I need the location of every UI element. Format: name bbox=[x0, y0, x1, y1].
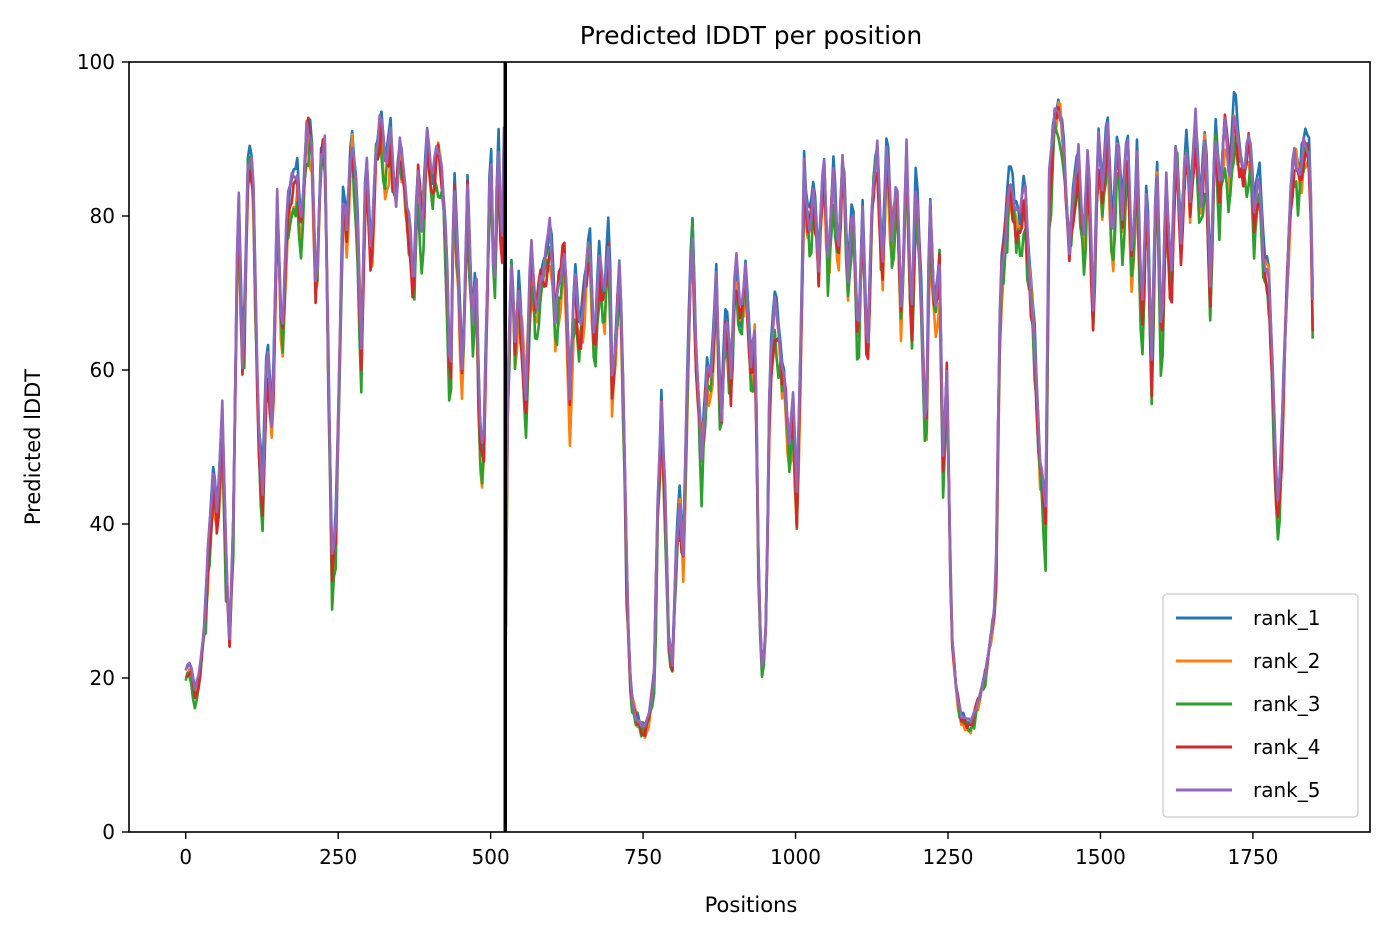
x-tick-label: 250 bbox=[319, 845, 357, 869]
x-tick-label: 1500 bbox=[1075, 845, 1126, 869]
legend: rank_1 rank_2 rank_3 rank_4 rank_5 bbox=[1162, 593, 1359, 818]
plot-frame bbox=[128, 61, 1371, 833]
y-tick-label: 40 bbox=[90, 512, 115, 536]
y-axis: 0 20 40 60 80 100 bbox=[77, 50, 129, 844]
legend-label-rank_1: rank_1 bbox=[1253, 606, 1320, 630]
x-tick-label: 1000 bbox=[770, 845, 821, 869]
x-tick-label: 1750 bbox=[1227, 845, 1278, 869]
y-tick-label: 100 bbox=[77, 50, 115, 74]
series-layer bbox=[184, 91, 1314, 740]
x-axis-title: Positions bbox=[705, 893, 798, 917]
y-tick-label: 60 bbox=[90, 358, 115, 382]
chart-title: Predicted lDDT per position bbox=[580, 21, 922, 50]
y-tick-label: 0 bbox=[102, 820, 115, 844]
y-tick-label: 80 bbox=[90, 204, 115, 228]
legend-box bbox=[1162, 593, 1359, 818]
x-tick-label: 500 bbox=[472, 845, 510, 869]
x-axis: 0 250 500 750 1000 1250 1500 1750 bbox=[179, 832, 1278, 869]
legend-label-rank_4: rank_4 bbox=[1253, 735, 1320, 759]
x-tick-label: 0 bbox=[179, 845, 192, 869]
x-tick-label: 750 bbox=[624, 845, 662, 869]
series-line-rank_5 bbox=[184, 107, 1314, 728]
legend-label-rank_3: rank_3 bbox=[1253, 692, 1320, 716]
y-tick-label: 20 bbox=[90, 666, 115, 690]
x-tick-label: 1250 bbox=[923, 845, 974, 869]
legend-label-rank_2: rank_2 bbox=[1253, 649, 1320, 673]
y-axis-title: Predicted lDDT bbox=[21, 369, 45, 525]
legend-label-rank_5: rank_5 bbox=[1253, 778, 1320, 802]
